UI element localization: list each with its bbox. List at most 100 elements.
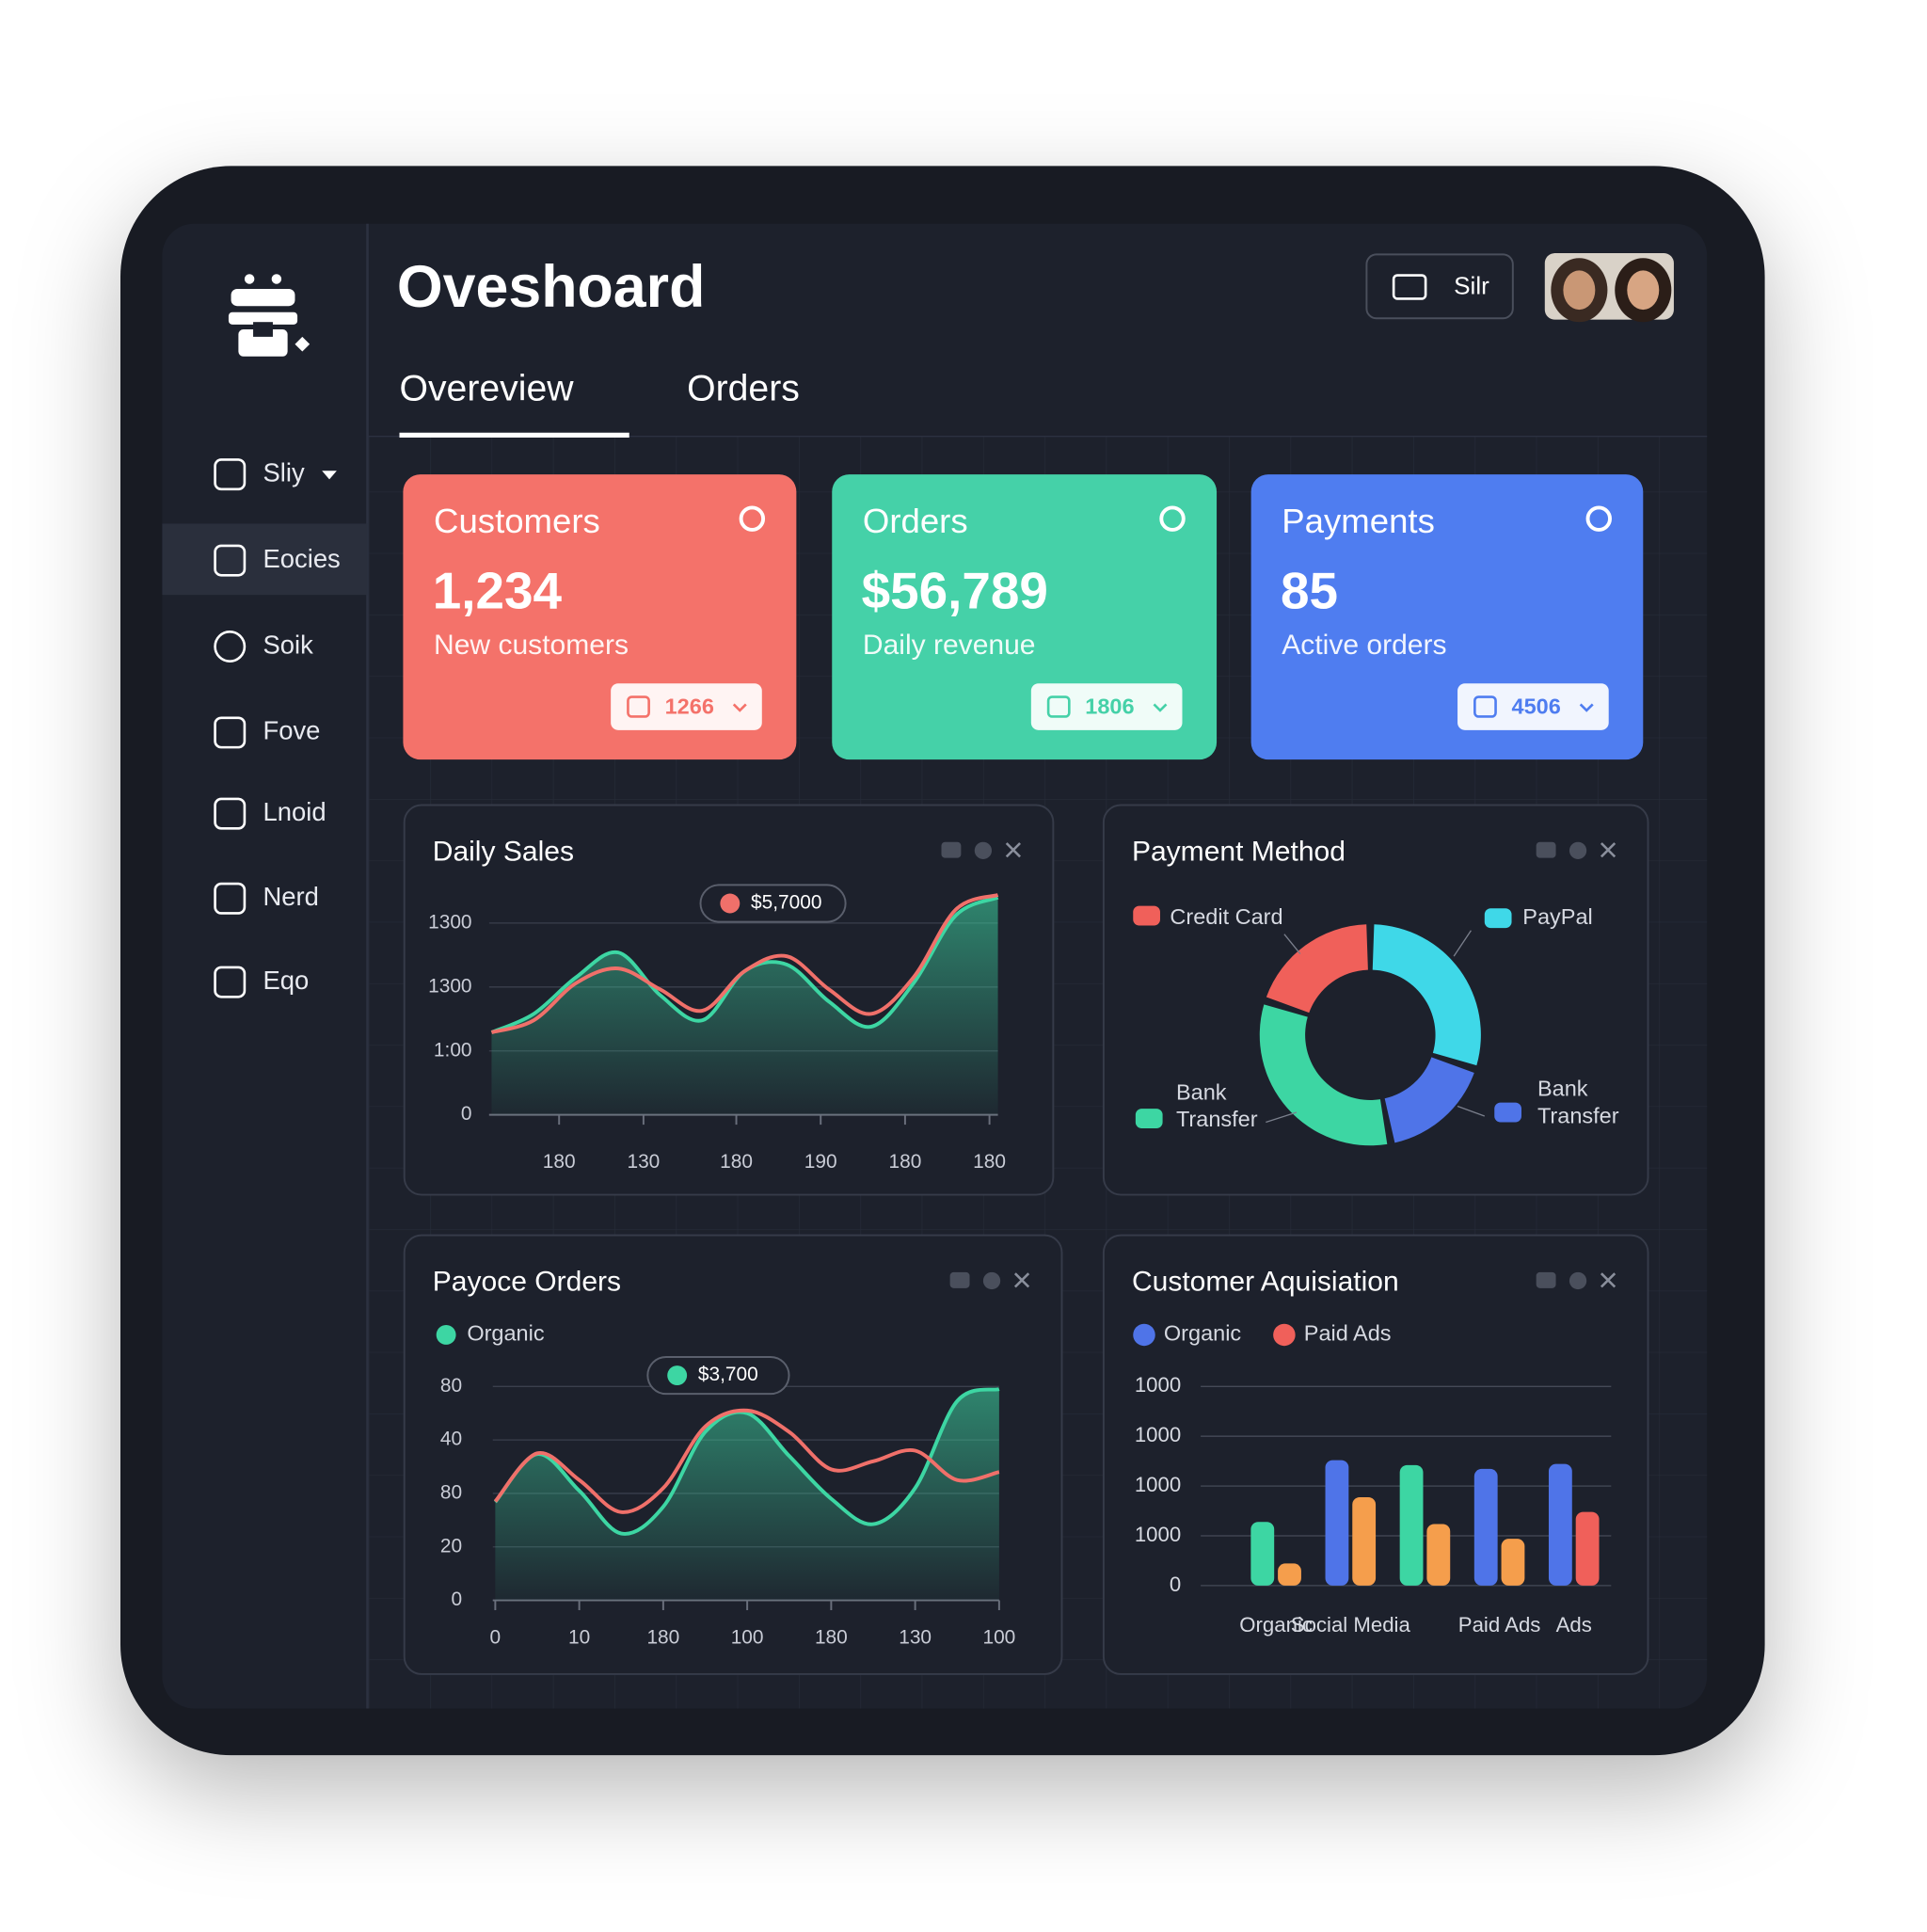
y-tick-label: 1300 (428, 975, 471, 997)
badge-icon (1046, 695, 1071, 718)
x-tick-label: 180 (543, 1151, 576, 1173)
nav-label: Nerd (263, 882, 319, 911)
nav-label: Lnoid (263, 797, 326, 826)
nav-item[interactable]: Lnoid (214, 797, 326, 830)
card-badge[interactable]: 4506 (1457, 683, 1609, 730)
legend-label: Organic (1164, 1321, 1242, 1346)
annotation-dot (720, 893, 741, 914)
nav-item[interactable]: Nerd (214, 882, 319, 915)
active-tab-underline (399, 432, 629, 438)
panel-menu-button[interactable] (941, 841, 962, 858)
annotation-dot (667, 1365, 688, 1385)
panel-bg (1102, 1234, 1649, 1675)
chart-panel: Payment Method PayPal Bank Transfer Bank Tr… (1102, 804, 1649, 1196)
card-subtitle: Active orders (1282, 630, 1446, 661)
x-tick-label: 180 (973, 1151, 1006, 1173)
chart-panel: Daily Sales 0 1:00 1300 1300 180 130 180 190 180 1… (403, 804, 1055, 1196)
y-tick-label: 1000 (1135, 1473, 1181, 1496)
button-label: Silr (1454, 272, 1489, 300)
nav-icon (214, 631, 247, 663)
avatar[interactable] (1544, 253, 1674, 323)
panel-dot-button[interactable] (982, 1271, 1001, 1290)
panel-dot-button[interactable] (974, 841, 993, 859)
annotation-pill (646, 1355, 790, 1396)
x-tick-label: 0 (490, 1627, 502, 1649)
series-line (493, 1408, 1000, 1514)
panel-bg (1102, 804, 1649, 1196)
stat-card: Customers 1,234 New customers 1266 (403, 474, 797, 760)
badge-icon (1473, 695, 1497, 718)
panel-menu-button[interactable] (1536, 841, 1556, 858)
nav-label: Eocies (263, 544, 341, 573)
bar (1278, 1563, 1301, 1586)
donut-slice (1266, 924, 1368, 1014)
dropdown-caret (322, 471, 337, 480)
tab[interactable]: Orders (687, 369, 800, 409)
badge-bg (611, 683, 762, 730)
bar (1352, 1496, 1377, 1586)
button-icon (1392, 274, 1427, 300)
series-area (491, 897, 998, 1115)
card-badge[interactable]: 1266 (611, 683, 762, 730)
panel-close-button[interactable] (1013, 1272, 1030, 1288)
bar (1575, 1511, 1600, 1586)
nav-item[interactable]: Fove (214, 716, 321, 749)
header-button[interactable]: Silr (1365, 253, 1514, 320)
card-subtitle: New customers (434, 630, 629, 661)
nav-item[interactable]: Soik (214, 630, 314, 663)
card-value: 1,234 (433, 562, 563, 620)
category-label: Bank Transfer (1537, 1077, 1619, 1128)
x-tick-label: 180 (888, 1151, 921, 1173)
nav-icon (214, 966, 247, 998)
x-tick-label: 100 (731, 1627, 764, 1649)
badge-bg (1457, 683, 1609, 730)
nav-item[interactable]: Sliy (214, 457, 337, 491)
y-tick-label: 1300 (428, 911, 471, 933)
badge-label: 1266 (665, 695, 714, 719)
leader-line (1453, 930, 1472, 957)
nav-label: Soik (263, 630, 314, 659)
y-tick-label: 1:00 (434, 1039, 472, 1061)
bar (1501, 1539, 1525, 1586)
x-tick-label: Organic (1239, 1613, 1313, 1637)
legend-label: Paid Ads (1304, 1321, 1392, 1346)
y-tick-label: 1000 (1135, 1373, 1181, 1397)
panel-menu-button[interactable] (949, 1271, 970, 1288)
nav-item[interactable]: Eqo (214, 966, 310, 998)
card-badge[interactable]: 1806 (1030, 683, 1183, 730)
x-tick-label: 180 (815, 1627, 848, 1649)
annotation-label: $5,7000 (751, 892, 821, 914)
stat-card: Orders $56,789 Daily revenue 1806 (832, 474, 1218, 760)
panel-title: Daily Sales (433, 836, 574, 867)
nav-item[interactable]: Eocies (214, 544, 341, 577)
card-subtitle: Daily revenue (863, 630, 1036, 661)
panel-close-button[interactable] (1600, 1272, 1616, 1288)
legend-swatch (1135, 1109, 1163, 1129)
legend-swatch (1133, 905, 1160, 926)
panel-dot-button[interactable] (1569, 841, 1587, 859)
panel-close-button[interactable] (1600, 842, 1616, 858)
panel-title: Customer Aquisiation (1132, 1267, 1399, 1298)
y-tick-label: 1000 (1135, 1523, 1181, 1546)
panel-close-button[interactable] (1005, 842, 1022, 858)
legend-swatch (1484, 908, 1512, 929)
series-line (490, 893, 999, 1034)
card-value: 85 (1281, 562, 1338, 620)
nav-label: Sliy (263, 457, 305, 487)
panel-title: Payoce Orders (433, 1267, 621, 1298)
tab[interactable]: Overeview (399, 369, 574, 409)
content: Oveshoard Overeview Orders Silr Sliy Eocies So… (162, 253, 1674, 1675)
leader-line (1283, 934, 1301, 954)
avatar-face (1563, 270, 1596, 311)
panel-dot-button[interactable] (1569, 1271, 1587, 1290)
active-nav-bg (162, 523, 368, 596)
y-tick-label: 0 (461, 1103, 472, 1125)
nav-icon (214, 544, 247, 577)
x-tick-label: 180 (720, 1151, 753, 1173)
annotation-pill (699, 884, 847, 923)
panel-menu-button[interactable] (1536, 1271, 1556, 1288)
category-label: PayPal (1522, 904, 1592, 929)
legend-swatch (1133, 1323, 1155, 1347)
